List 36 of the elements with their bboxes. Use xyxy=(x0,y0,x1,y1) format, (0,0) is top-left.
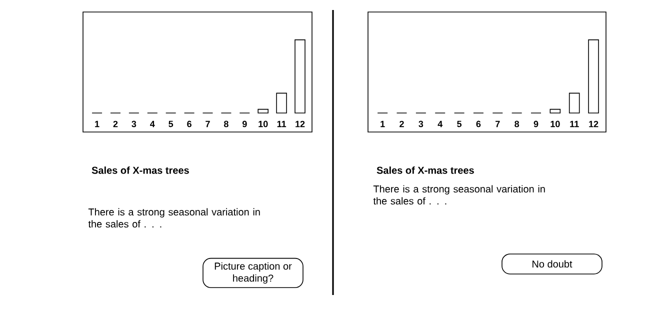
text: Picture caption or heading? xyxy=(214,262,292,284)
bar xyxy=(276,92,287,114)
x-tick-label: 11 xyxy=(277,120,286,128)
x-tick-label: 11 xyxy=(570,120,579,128)
text: No doubt xyxy=(532,260,572,268)
x-tick-label: 5 xyxy=(168,120,174,128)
bar xyxy=(588,39,599,114)
x-tick-label: 2 xyxy=(113,120,118,128)
x-tick-label: 4 xyxy=(438,120,443,128)
x-tick-label: 8 xyxy=(514,120,520,128)
x-tick-label: 7 xyxy=(206,120,210,128)
text: There is a strong seasonal variation in the sales of . . . xyxy=(88,208,260,228)
x-tick-label: 2 xyxy=(400,120,404,128)
bar xyxy=(258,108,269,114)
x-tick-label: 10 xyxy=(258,120,268,128)
text: Sales of X-mas trees xyxy=(92,166,189,174)
bar xyxy=(294,39,306,114)
x-tick-label: 1 xyxy=(95,120,100,128)
text: There is a strong seasonal variation in the sales of . . . xyxy=(373,185,545,205)
x-tick-label: 9 xyxy=(534,120,538,128)
text: Sales of X-mas trees xyxy=(376,166,474,174)
x-tick-label: 5 xyxy=(457,120,462,128)
x-tick-label: 1 xyxy=(380,120,385,128)
x-tick-label: 8 xyxy=(224,120,228,128)
x-tick-label: 10 xyxy=(550,120,560,128)
x-tick-label: 3 xyxy=(132,120,136,128)
x-tick-label: 7 xyxy=(496,120,500,128)
bar xyxy=(550,108,561,114)
x-tick-label: 6 xyxy=(187,120,192,128)
x-tick-label: 3 xyxy=(418,120,424,128)
bar xyxy=(568,92,580,114)
x-tick-label: 12 xyxy=(296,120,305,128)
x-tick-label: 4 xyxy=(150,120,155,128)
x-tick-label: 9 xyxy=(242,120,247,128)
x-tick-label: 12 xyxy=(589,120,598,128)
x-tick-label: 6 xyxy=(476,120,481,128)
